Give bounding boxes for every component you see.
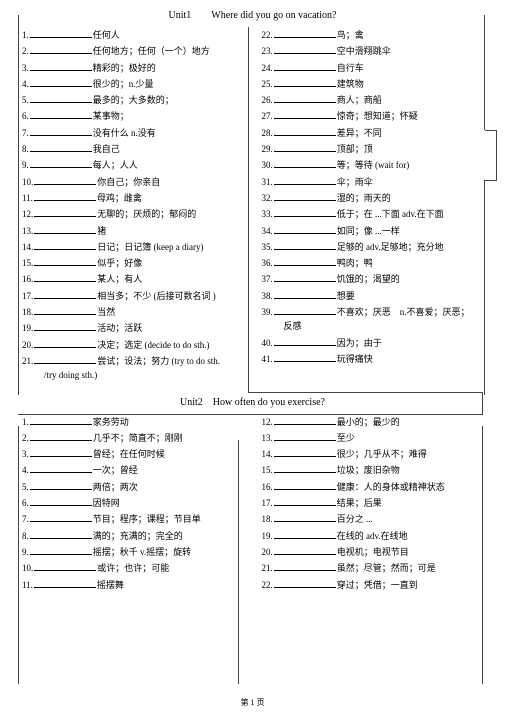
vocab-item: 18.当然 [22,305,244,318]
unit1-right-col: 22.鸟；禽 23.空中滑翔跳伞 24.自行车 25.建筑物 26.商人；商船 27.惊奇… [262,28,484,385]
vocab-item: 23.空中滑翔跳伞 [262,44,484,57]
vocab-item: 38.想要 [262,289,484,302]
vocab-item: 10.你自己；你亲自 [22,175,244,188]
vocab-item: 40.因为；由于 [262,336,484,349]
vocab-item: 3.精彩的；极好的 [22,61,244,74]
unit1-columns: 1.任何人 2.任何地方；任何（一个）地方 3.精彩的；极好的 4.很少的；n.少量 5… [22,28,483,385]
vocab-item: 4.一次；曾经 [22,463,244,476]
vocab-item: 39.不喜欢；厌恶 n.不喜爱；厌恶； [262,305,484,318]
vocab-item-cont: 反感 [262,321,484,332]
vocab-item: 33.低于；在 ...下面 adv.在下面 [262,207,484,220]
vocab-item: 29.顶部；顶 [262,142,484,155]
unit1-left-col: 1.任何人 2.任何地方；任何（一个）地方 3.精彩的；极好的 4.很少的；n.少量 5… [22,28,244,385]
vocab-item: 6.因特网 [22,496,244,509]
vocab-item: 16.健康：人的身体或精神状态 [262,480,484,493]
vocab-item: 6.某事物； [22,109,244,122]
unit2-columns: 1.家务劳动 2.几乎不；简直不；刚刚 3.曾经；在任何时候 4.一次；曾经 5.两倍；… [22,415,483,594]
vocab-item: 7.没有什么 n.没有 [22,126,244,139]
vocab-item: 31.伞；雨伞 [262,175,484,188]
vocab-item: 21.虽然；尽管；然而；可是 [262,561,484,574]
vocab-item: 2.几乎不；简直不；刚刚 [22,431,244,444]
vocab-item: 5.最多的；大多数的； [22,93,244,106]
vocab-item: 15.似乎；好像 [22,256,244,269]
vocab-item: 13.猪 [22,224,244,237]
vocab-item: 37.饥饿的；渴望的 [262,272,484,285]
vocab-item: 8.我自己 [22,142,244,155]
vocab-item: 9.每人；人人 [22,158,244,171]
vocab-item: 16.某人；有人 [22,272,244,285]
vocab-item: 26.商人；商船 [262,93,484,106]
vocab-item: 25.建筑物 [262,77,484,90]
vocab-item: 11.摇摆舞 [22,578,244,591]
vocab-item: 41.玩得痛快 [262,352,484,365]
vocab-item: 22.鸟；禽 [262,28,484,41]
vocab-item: 27.惊奇；想知道；怀疑 [262,109,484,122]
vocab-item: 13.至少 [262,431,484,444]
vocab-item: 2.任何地方；任何（一个）地方 [22,44,244,57]
vocab-item: 22.穿过；凭借；一直到 [262,578,484,591]
vocab-item: 14.日记；日记簿 (keep a diary) [22,240,244,253]
unit2-left-col: 1.家务劳动 2.几乎不；简直不；刚刚 3.曾经；在任何时候 4.一次；曾经 5.两倍；… [22,415,244,594]
vocab-item: 8.满的；充满的；完全的 [22,529,244,542]
vocab-item: 11.母鸡；雌禽 [22,191,244,204]
vocab-item: 34.如同；像 ...一样 [262,224,484,237]
vocab-item: 21.尝试；设法；努力 (try to do sth. [22,354,244,367]
vocab-item: 30.等；等待 (wait for) [262,158,484,171]
unit2-header: Unit2 How often do you exercise? [22,397,483,409]
vocab-item: 19.活动；活跃 [22,321,244,334]
vocab-item: 10.或许；也许；可能 [22,561,244,574]
vocab-item: 35.足够的 adv.足够地；充分地 [262,240,484,253]
vocab-item: 15.垃圾；废旧杂物 [262,463,484,476]
vocab-item: 7.节目；程序；课程；节目单 [22,512,244,525]
vocab-item: 3.曾经；在任何时候 [22,447,244,460]
vocab-item: 18.百分之 ... [262,512,484,525]
vocab-item: 12.最小的；最少的 [262,415,484,428]
vocab-item: 5.两倍；两次 [22,480,244,493]
vocab-item: 19.在线的 adv.在线地 [262,529,484,542]
vocab-item: 24.自行车 [262,61,484,74]
vocab-item: 1.任何人 [22,28,244,41]
vocab-item: 32.湿的；雨天的 [262,191,484,204]
vocab-item: 9.摇摆；秋千 v.摇摆；旋转 [22,545,244,558]
vocab-item: 28.差异；不同 [262,126,484,139]
unit1-header: Unit1 Where did you go on vacation? [22,10,483,22]
vocab-item: 36.鸭肉；鸭 [262,256,484,269]
vocab-item: 1.家务劳动 [22,415,244,428]
vocab-item: 12.无聊的；厌烦的；郁闷的 [22,207,244,220]
vocab-item: 4.很少的；n.少量 [22,77,244,90]
vocab-item: 20.决定；选定 (decide to do sth.) [22,338,244,351]
vocab-item: 17.相当多；不少 (后接可数名词 ) [22,289,244,302]
vocab-item: 14.很少；几乎从不；难得 [262,447,484,460]
unit2-right-col: 12.最小的；最少的 13.至少 14.很少；几乎从不；难得 15.垃圾；废旧杂物 16… [262,415,484,594]
vocab-item-cont: /try doing sth.) [22,370,244,381]
vocab-item: 17.结果；后果 [262,496,484,509]
vocab-item: 20.电视机；电视节目 [262,545,484,558]
page-number: 第 1 页 [0,698,505,708]
